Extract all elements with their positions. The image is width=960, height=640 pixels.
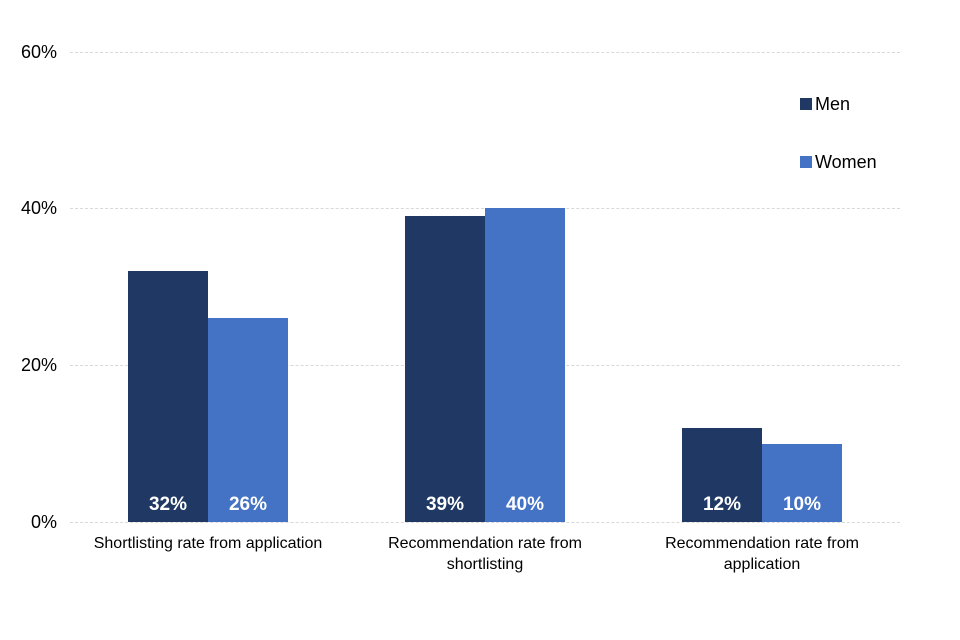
legend-swatch-icon — [800, 98, 812, 110]
x-category-label-2: Recommendation rate from shortlisting — [388, 535, 582, 573]
y-tick-label: 40% — [20, 198, 57, 219]
legend-item-women: Women — [800, 151, 877, 172]
y-tick-label: 0% — [30, 512, 57, 532]
bar-data-label: 10% — [782, 494, 822, 515]
bar-women-category-1: 26% — [208, 318, 288, 522]
bar-women-category-2: 40% — [485, 208, 565, 522]
bar-data-label: 12% — [702, 494, 742, 515]
bar-data-label: 32% — [148, 494, 188, 515]
gridline-60% — [70, 51, 900, 53]
y-tick-label: 60% — [20, 41, 57, 62]
bar-data-label: 40% — [505, 494, 545, 515]
legend-label: Men — [815, 93, 851, 114]
bar-men-category-2: 39% — [405, 216, 485, 522]
bar-men-category-3: 12% — [682, 428, 762, 522]
legend-label: Women — [815, 151, 877, 172]
gridline-0% — [70, 522, 900, 523]
x-category-label-1: Shortlisting rate from application — [93, 535, 323, 552]
bar-data-label: 26% — [228, 494, 268, 515]
bar-women-category-3: 10% — [762, 444, 842, 522]
legend-swatch-icon — [800, 156, 812, 168]
y-tick-label: 20% — [20, 355, 57, 376]
legend-item-men: Men — [800, 93, 851, 114]
x-category-label-3: Recommendation rate from application — [665, 535, 859, 573]
bar-men-category-1: 32% — [128, 271, 208, 522]
bar-data-label: 39% — [425, 494, 465, 515]
